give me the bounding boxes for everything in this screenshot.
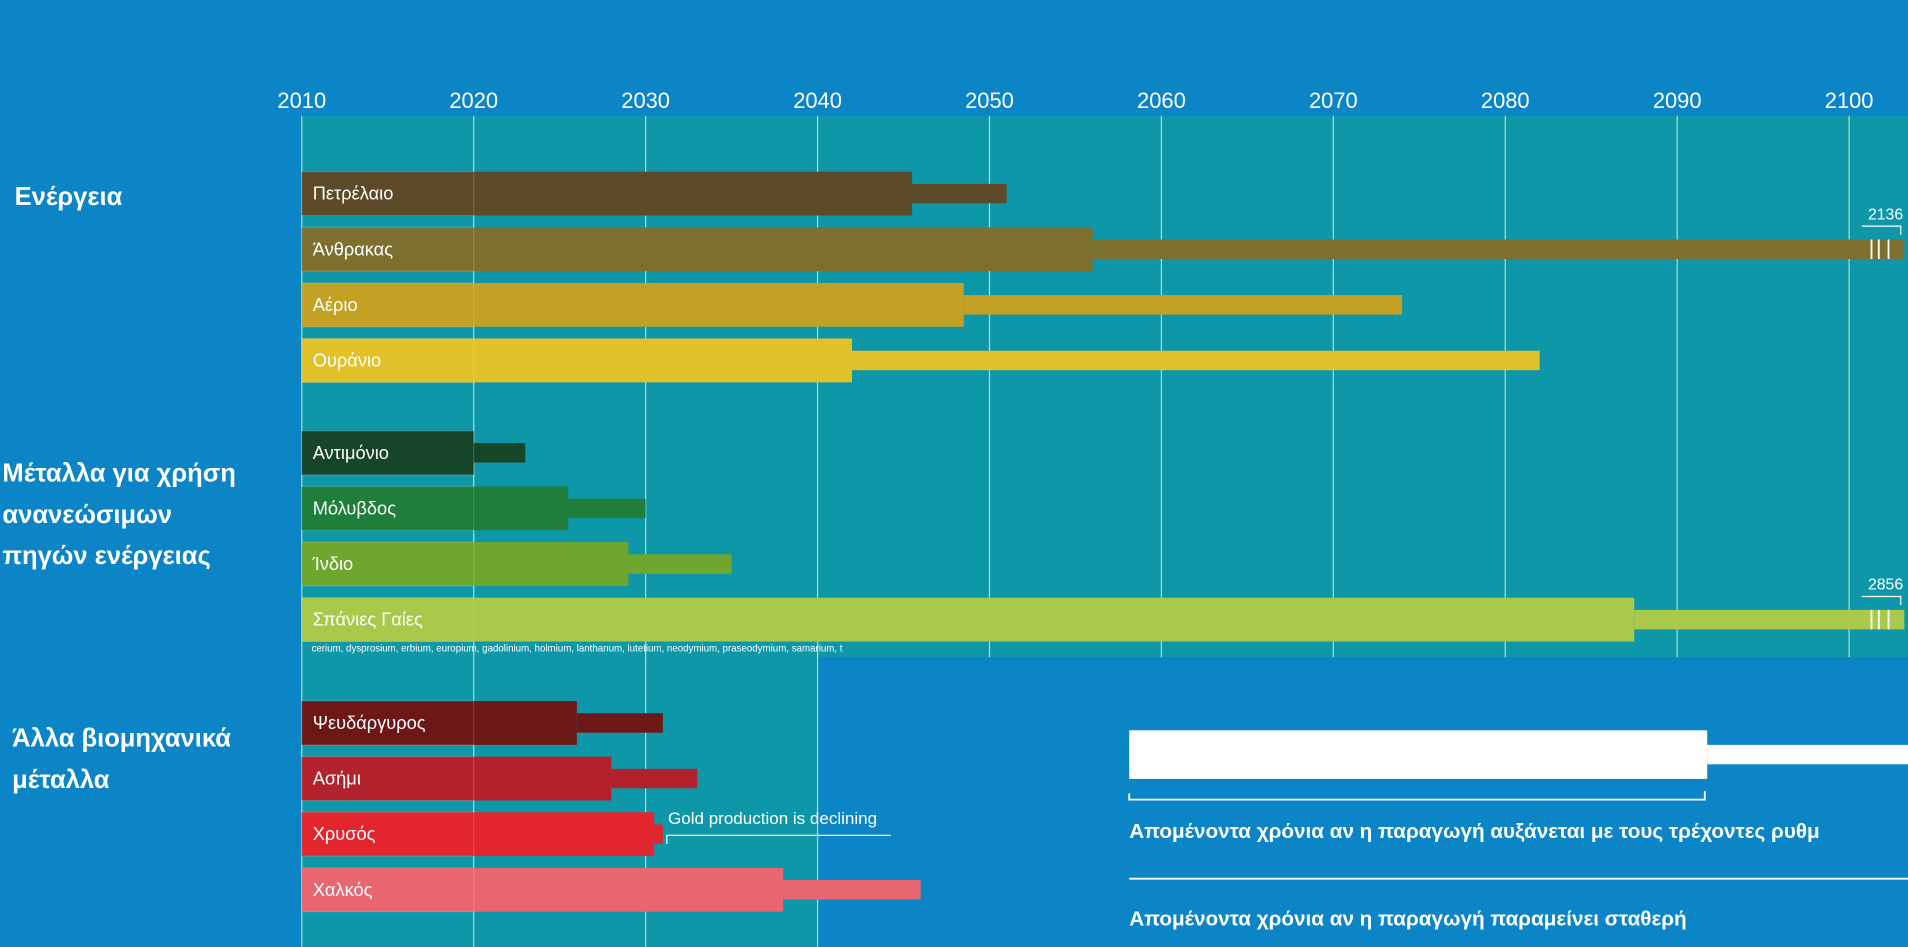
category-box xyxy=(301,756,475,802)
legend: Απομένοντα χρόνια αν η παραγωγή αυξάνετα… xyxy=(1128,730,1908,931)
bar-constant xyxy=(628,554,732,574)
legend-label: Απομένοντα χρόνια αν η παραγωγή αυξάνετα… xyxy=(1129,820,1819,843)
bar-constant xyxy=(1634,609,1905,630)
annotation: Gold production is declining xyxy=(668,809,877,828)
value-bracket xyxy=(1861,225,1902,235)
legend-bracket xyxy=(1128,791,1706,801)
category-label: Χαλκός xyxy=(313,879,373,900)
category-box xyxy=(301,541,475,587)
category-label: Σπάνιες Γαίες xyxy=(313,609,423,630)
group-title: Ενέργεια xyxy=(15,183,123,211)
category-label: Πετρέλαιο xyxy=(313,183,394,204)
value-bracket xyxy=(1861,595,1902,606)
bar-rising xyxy=(301,597,1635,642)
group-title: ανανεώσιμων xyxy=(2,501,172,529)
x-tick-label: 2060 xyxy=(1137,88,1186,113)
footnote: cerium, dysprosium, erbium, europium, ga… xyxy=(312,643,843,654)
bar-constant xyxy=(611,768,698,789)
category-label: Χρυσός xyxy=(313,823,376,844)
bar-constant xyxy=(473,443,526,463)
group-title: πηγών ενέργειας xyxy=(2,542,210,570)
bar-constant xyxy=(1092,239,1905,259)
category-box xyxy=(301,430,475,476)
bar-constant xyxy=(783,880,921,900)
x-tick-label: 2020 xyxy=(449,88,498,113)
x-tick-label: 2070 xyxy=(1309,88,1358,113)
group-title: μέταλλα xyxy=(12,766,110,794)
value-label: 2136 xyxy=(1868,206,1903,223)
bar-constant xyxy=(851,350,1540,371)
x-tick-label: 2030 xyxy=(621,88,670,113)
category-box xyxy=(301,226,475,272)
category-box xyxy=(301,597,475,643)
category-label: Αέριο xyxy=(313,294,358,315)
category-label: Ουράνιο xyxy=(313,350,381,371)
category-box xyxy=(301,485,475,531)
legend-thin-bar xyxy=(1707,744,1908,765)
value-label: 2856 xyxy=(1868,577,1903,594)
legend-label: Απομένοντα χρόνια αν η παραγωγή παραμείν… xyxy=(1129,908,1686,931)
category-label: Ίνδιο xyxy=(312,553,354,574)
grid: 2010 2020 2030 2040 2050 2060 2070 2080 2090 2100 xyxy=(277,88,1873,947)
x-tick-label: 2010 xyxy=(277,88,326,113)
group-title: Άλλα βιομηχανικά xyxy=(12,725,231,753)
group-title: Μέταλλα για χρήση xyxy=(2,459,235,487)
x-tick-label: 2090 xyxy=(1653,88,1702,113)
category-box xyxy=(301,337,475,383)
annotation-bracket xyxy=(666,834,891,844)
x-tick-label: 2040 xyxy=(793,88,842,113)
category-box xyxy=(301,171,475,217)
category-label: Μόλυβδος xyxy=(313,497,396,518)
bar-constant xyxy=(963,295,1403,315)
category-box xyxy=(301,700,475,746)
category-box xyxy=(301,867,475,913)
category-label: Ψευδάργυρος xyxy=(313,712,426,733)
bar-constant xyxy=(568,498,646,519)
bar-constant xyxy=(654,824,663,844)
category-box xyxy=(301,811,475,857)
x-tick-label: 2100 xyxy=(1825,88,1874,113)
category-box xyxy=(301,282,475,328)
legend-thick-bar xyxy=(1129,730,1708,779)
bars: Ενέργεια Πετρέλαιο Άνθρακας 2136 Αέριο Ουράνι… xyxy=(2,171,1905,913)
category-label: Ασήμι xyxy=(313,768,361,789)
category-label: Αντιμόνιο xyxy=(313,442,389,463)
bar-constant xyxy=(912,183,1007,204)
category-label: Άνθρακας xyxy=(313,238,394,259)
x-tick-label: 2080 xyxy=(1481,88,1530,113)
bar-constant xyxy=(576,713,663,733)
x-tick-label: 2050 xyxy=(965,88,1014,113)
